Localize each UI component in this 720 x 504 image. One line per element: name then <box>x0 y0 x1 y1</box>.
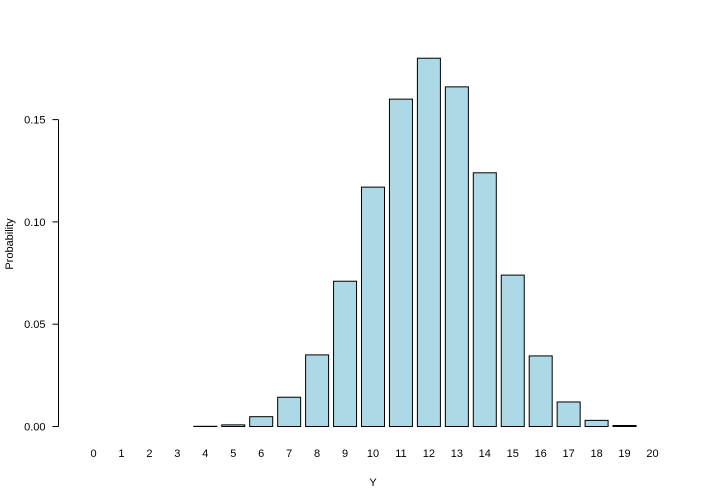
bar-12 <box>416 57 441 427</box>
bar-11 <box>388 98 413 427</box>
bar-19 <box>612 424 637 428</box>
x-axis-title: Y <box>369 477 377 489</box>
x-tick-label: 18 <box>590 448 602 460</box>
x-tick-label: 14 <box>479 448 491 460</box>
x-tick-label: 6 <box>258 448 264 460</box>
x-tick-label: 4 <box>202 448 208 460</box>
x-tick-label: 3 <box>174 448 180 460</box>
x-tick-label: 11 <box>395 448 406 460</box>
bar-13 <box>444 86 469 428</box>
bar-5 <box>221 424 246 427</box>
bars-group <box>193 57 637 428</box>
bar-6 <box>249 416 274 427</box>
y-axis-title: Probability <box>4 218 16 270</box>
bar-17 <box>556 401 581 428</box>
x-tick-label: 1 <box>118 448 124 460</box>
y-tick-label: 0.15 <box>24 115 45 127</box>
bar-18 <box>584 419 609 427</box>
x-tick-label: 17 <box>563 448 575 460</box>
x-tick-label: 12 <box>423 448 435 460</box>
bar-9 <box>333 280 358 428</box>
y-axis: 0.00 0.05 0.10 0.15 <box>24 115 59 434</box>
x-tick-label: 15 <box>507 448 519 460</box>
x-tick-label: 16 <box>535 448 547 460</box>
bar-16 <box>528 355 553 427</box>
bar-8 <box>305 354 330 428</box>
x-tick-label: 8 <box>314 448 320 460</box>
y-tick-label: 0.05 <box>24 319 45 331</box>
x-tick-label: 10 <box>367 448 379 460</box>
x-tick-label: 13 <box>451 448 463 460</box>
y-tick-label: 0.10 <box>24 217 45 229</box>
y-tick-label: 0.00 <box>24 422 45 434</box>
x-tick-label: 7 <box>286 448 292 460</box>
bar-7 <box>277 396 302 427</box>
x-tick-label: 2 <box>146 448 152 460</box>
x-tick-label: 0 <box>90 448 96 460</box>
x-tick-label: 9 <box>342 448 348 460</box>
x-tick-label: 5 <box>230 448 236 460</box>
x-tick-label: 20 <box>646 448 658 460</box>
x-tick-labels: 0 1 2 3 4 5 6 7 8 9 10 11 12 13 14 15 16 17 18 19 20 <box>90 448 658 460</box>
x-tick-label: 19 <box>618 448 630 460</box>
bar-14 <box>472 172 497 427</box>
bar-15 <box>500 274 525 427</box>
bar-10 <box>361 186 385 427</box>
